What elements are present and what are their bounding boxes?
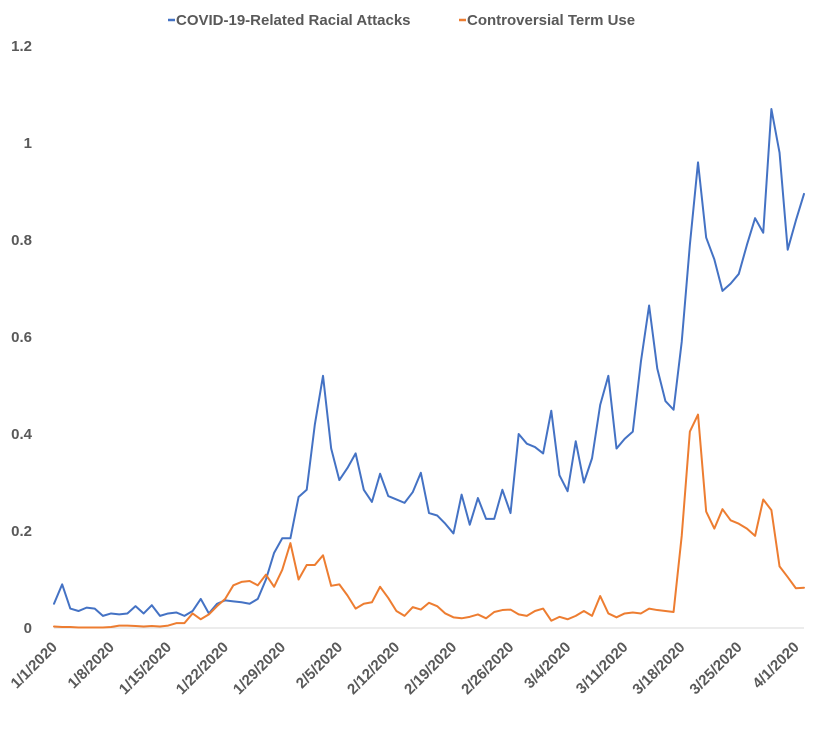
y-tick-label: 0 bbox=[24, 620, 32, 637]
x-tick-label: 1/29/2020 bbox=[230, 639, 289, 698]
y-tick-label: 1.2 bbox=[11, 38, 32, 55]
x-tick-label: 2/12/2020 bbox=[344, 639, 403, 698]
x-tick-label: 3/4/2020 bbox=[521, 639, 574, 692]
x-axis: 1/1/2020 1/8/20201/15/20201/22/20201/29/2… bbox=[8, 628, 804, 698]
x-tick-label: 3/11/2020 bbox=[573, 639, 632, 698]
legend: COVID-19-Related Racial Attacks Controver… bbox=[168, 12, 635, 29]
x-tick-label: 1/15/2020 bbox=[116, 639, 175, 698]
y-tick-label: 0.8 bbox=[11, 232, 32, 249]
y-tick-label: 0.6 bbox=[11, 329, 32, 346]
y-axis: 0 0.2 0.4 0.6 0.8 1 1.2 bbox=[11, 38, 33, 637]
series-line-2 bbox=[54, 415, 804, 628]
legend-label: COVID-19-Related Racial Attacks bbox=[176, 12, 411, 29]
series-layer bbox=[54, 109, 804, 627]
x-tick-label: 1/22/2020 bbox=[173, 639, 232, 698]
x-tick-label: 2/5/2020 bbox=[293, 639, 346, 692]
x-tick-label: 3/25/2020 bbox=[686, 639, 745, 698]
x-tick-label: 1/1/2020 bbox=[8, 639, 61, 692]
legend-label: Controversial Term Use bbox=[467, 12, 635, 29]
x-tick-label: 2/26/2020 bbox=[458, 639, 517, 698]
y-tick-label: 1 bbox=[24, 135, 32, 152]
x-tick-label: 1/8/2020 bbox=[65, 639, 118, 692]
x-tick-label: 3/18/2020 bbox=[629, 639, 688, 698]
y-tick-label: 0.2 bbox=[11, 523, 32, 540]
x-tick-label: 4/1/2020 bbox=[749, 639, 802, 692]
series-line-1 bbox=[54, 109, 804, 616]
x-tick-label: 2/19/2020 bbox=[401, 639, 460, 698]
y-tick-label: 0.4 bbox=[11, 426, 33, 443]
